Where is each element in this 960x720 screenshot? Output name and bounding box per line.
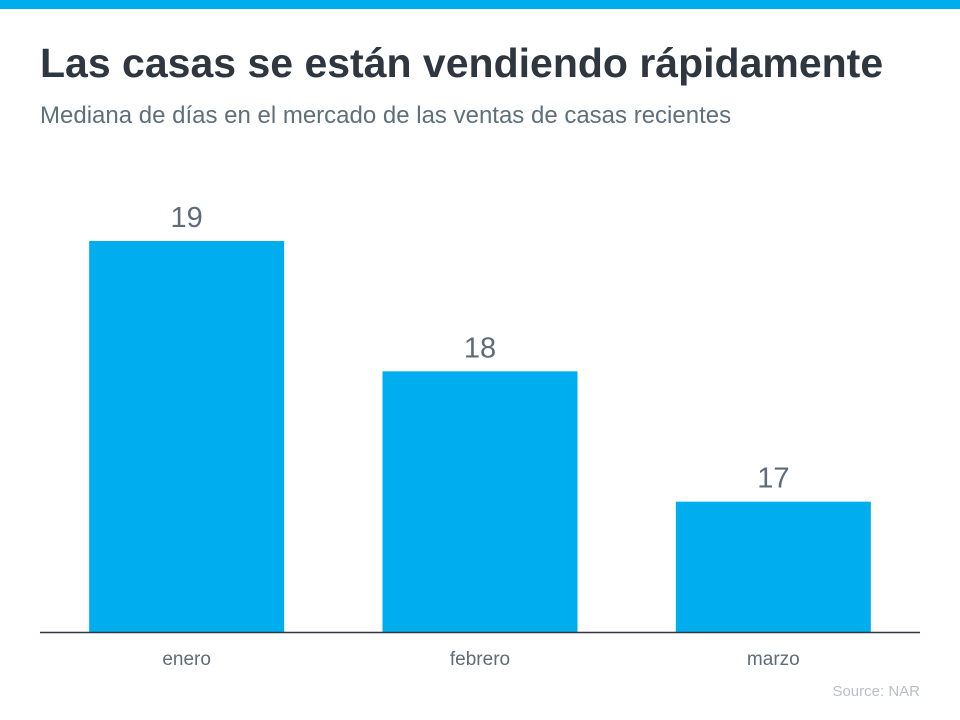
bar-enero <box>89 241 285 632</box>
data-label: 17 <box>757 463 789 495</box>
bar-marzo <box>675 501 871 632</box>
top-accent-bar <box>0 0 960 9</box>
chart-title: Las casas se están vendiendo rápidamente <box>40 40 884 86</box>
data-label: 18 <box>464 332 496 364</box>
source-note: Source: NAR <box>832 683 920 700</box>
bar-febrero <box>382 371 578 632</box>
x-tick-label: marzo <box>747 649 800 670</box>
data-label: 19 <box>171 202 203 234</box>
x-tick-label: enero <box>162 649 211 670</box>
chart-subtitle: Mediana de días en el mercado de las ven… <box>40 102 732 129</box>
x-tick-label: febrero <box>450 649 510 670</box>
